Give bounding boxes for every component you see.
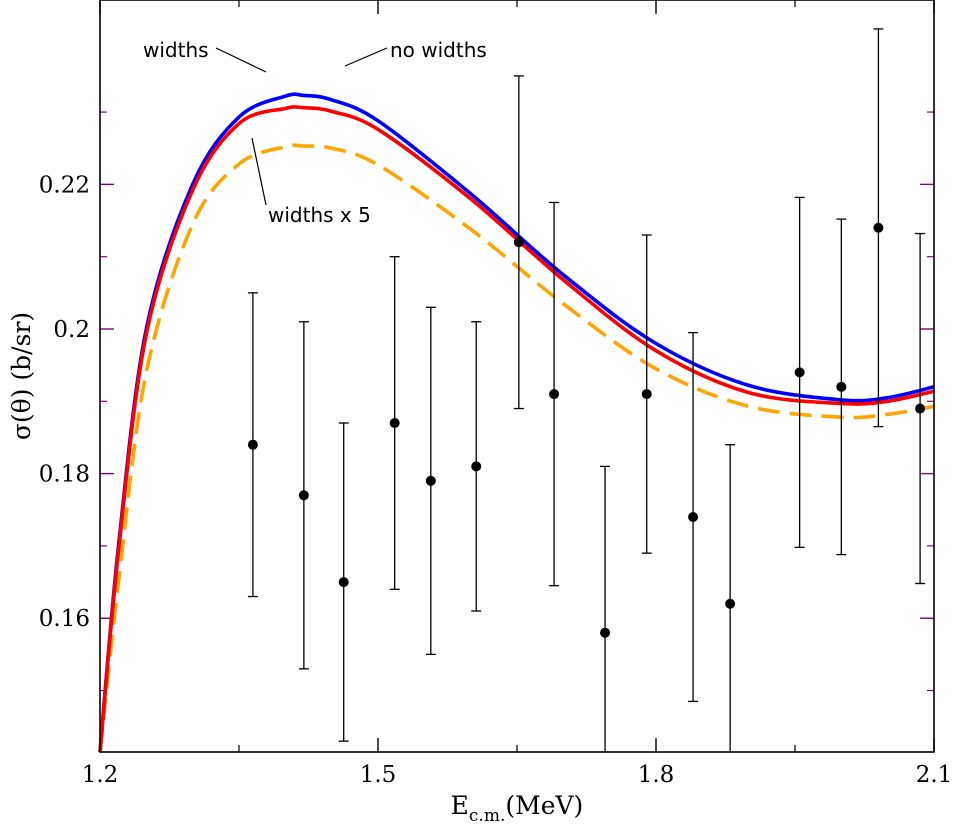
data-marker	[915, 403, 926, 414]
series-widths-x-5	[98, 143, 935, 753]
data-marker	[389, 418, 400, 428]
x-tick-labels: 1.2 1.5 1.8 2.1	[82, 762, 953, 788]
data-point	[836, 218, 847, 556]
data-marker	[836, 381, 847, 392]
data-marker	[725, 598, 736, 609]
y-tick-label: 0.18	[39, 462, 90, 488]
series-widths	[98, 105, 935, 753]
data-marker	[425, 475, 436, 486]
data-marker	[873, 222, 884, 233]
data-points	[247, 28, 926, 752]
y-tick-label: 0.16	[39, 606, 90, 632]
x-tick-label: 1.5	[360, 762, 397, 788]
y-tick-labels: 0.16 0.18 0.2 0.22	[39, 172, 90, 632]
annotation-no-widths: no widths	[390, 38, 487, 62]
y-tick-label: 0.2	[53, 317, 90, 343]
data-marker	[247, 439, 258, 450]
annotation-leader-widths-x5	[251, 137, 267, 206]
data-marker	[298, 490, 309, 501]
data-point	[641, 234, 652, 554]
data-marker	[549, 389, 560, 400]
x-tick-label: 2.1	[916, 762, 953, 788]
data-point	[873, 28, 884, 428]
data-point	[471, 321, 482, 612]
data-marker	[688, 512, 699, 522]
data-marker	[600, 627, 611, 638]
data-marker	[471, 461, 482, 472]
data-point	[338, 422, 349, 742]
y-tick-label: 0.22	[39, 172, 90, 198]
data-point	[600, 465, 611, 752]
plot-frame	[99, 0, 935, 753]
annotation-widths-x5: widths x 5	[268, 203, 371, 227]
data-marker	[513, 237, 524, 248]
data-point	[425, 306, 436, 656]
x-axis-label: Ec.m.(MeV)	[451, 791, 584, 826]
x-tick-label: 1.2	[82, 762, 119, 788]
data-point	[915, 232, 926, 585]
data-point	[389, 256, 400, 590]
data-point	[513, 75, 524, 410]
y-axis-label: σ(θ) (b/sr)	[7, 312, 36, 440]
data-point	[794, 196, 805, 549]
data-point	[298, 321, 309, 670]
series-layer	[98, 92, 935, 753]
data-marker	[641, 389, 652, 400]
x-tick-label: 1.8	[638, 762, 675, 788]
annotations: widths no widths widths x 5	[143, 38, 487, 227]
minor-ticks	[100, 0, 934, 752]
data-point	[549, 201, 560, 587]
data-marker	[338, 577, 349, 588]
annotation-leader-widths	[215, 47, 267, 73]
data-point	[247, 292, 258, 598]
data-marker	[794, 367, 805, 378]
data-point	[725, 444, 736, 752]
annotation-widths: widths	[143, 38, 209, 62]
data-point	[688, 331, 699, 703]
annotation-leader-no-widths	[344, 47, 388, 67]
